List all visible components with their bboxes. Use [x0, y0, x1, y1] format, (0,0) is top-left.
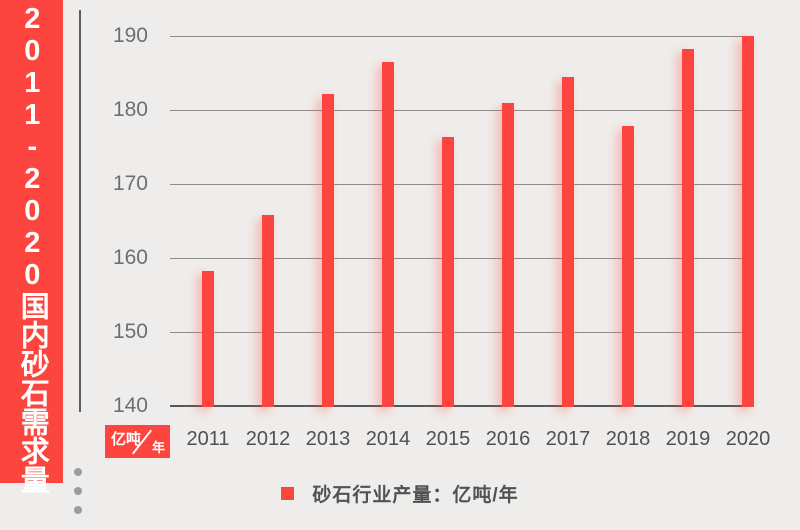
y-tick-label-170: 170: [112, 172, 148, 195]
legend-swatch-icon: [281, 486, 295, 500]
y-tick-label-160: 160: [112, 246, 148, 269]
y-axis-rule: [79, 10, 81, 412]
x-tick-label-2011: 2011: [186, 428, 230, 450]
legend-label: 砂石行业产量：亿吨/年: [312, 484, 519, 506]
unit-denominator: 年: [151, 440, 165, 455]
gridline-190: [170, 36, 746, 37]
bar-2019: [682, 49, 694, 407]
unit-numerator: 亿吨: [111, 431, 142, 448]
gridline-160: [170, 258, 746, 259]
y-axis-unit-box: 亿吨 年: [105, 425, 170, 458]
bar-2017: [562, 76, 574, 407]
bar-2013: [322, 93, 334, 407]
x-tick-label-2019: 2019: [665, 428, 711, 450]
bar-2018: [622, 126, 634, 407]
x-tick-label-2018: 2018: [605, 428, 651, 450]
dot-icon: [74, 506, 82, 514]
y-tick-label-140: 140: [112, 394, 148, 417]
x-tick-label-2012: 2012: [245, 428, 291, 450]
page-title: 2011-2020国内砂石需求量: [16, 3, 49, 494]
bar-2012: [262, 215, 274, 407]
chart-legend: 砂石行业产量：亿吨/年: [0, 482, 800, 506]
dot-icon: [74, 487, 82, 495]
y-tick-label-190: 190: [112, 24, 148, 47]
x-tick-label-2015: 2015: [425, 428, 471, 450]
y-tick-label-150: 150: [112, 320, 148, 343]
decorative-dots: [74, 468, 82, 514]
gridline-170: [170, 184, 746, 185]
x-axis-line: [170, 405, 748, 407]
x-tick-label-2013: 2013: [305, 428, 351, 450]
gridline-180: [170, 110, 746, 111]
x-tick-label-2020: 2020: [725, 428, 771, 450]
y-tick-label-180: 180: [112, 98, 148, 121]
bar-2011: [202, 271, 214, 407]
x-tick-label-2017: 2017: [545, 428, 591, 450]
bar-2015: [442, 136, 454, 407]
x-tick-label-2014: 2014: [365, 428, 411, 450]
dot-icon: [74, 468, 82, 476]
title-banner: 2011-2020国内砂石需求量: [0, 0, 63, 494]
x-tick-label-2016: 2016: [485, 428, 531, 450]
gridline-150: [170, 332, 746, 333]
bar-2016: [502, 103, 514, 407]
bar-2020: [742, 36, 754, 407]
bar-2014: [382, 61, 394, 407]
